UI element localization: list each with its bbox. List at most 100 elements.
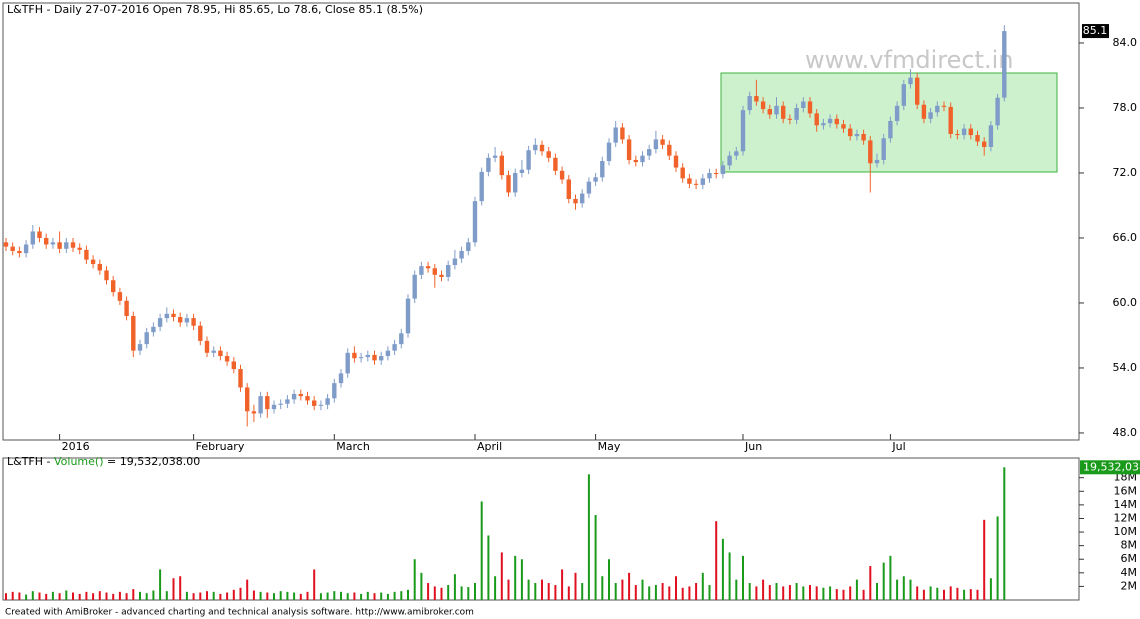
candle-body	[204, 340, 210, 353]
candle-body	[941, 105, 947, 107]
volume-bar	[246, 579, 249, 600]
volume-bar	[494, 576, 497, 600]
candle-body	[955, 133, 960, 136]
volume-bar	[708, 585, 711, 600]
y-tick-label: 10M	[1114, 525, 1138, 538]
candle-body	[151, 326, 156, 333]
volume-bar	[165, 591, 168, 600]
candle-body	[231, 361, 236, 370]
candle-body	[318, 404, 324, 406]
candle-body	[801, 101, 806, 108]
candle-body	[647, 149, 652, 156]
candle-body	[44, 237, 49, 245]
candle-body	[446, 265, 451, 277]
volume-bar	[373, 593, 376, 600]
volume-bar	[608, 559, 610, 600]
candle-body	[513, 172, 518, 193]
volume-bar	[340, 591, 342, 600]
volume-bar	[815, 586, 818, 600]
volume-bar	[882, 562, 885, 600]
candle-body	[271, 404, 277, 410]
candle-body	[760, 101, 766, 110]
volume-bar	[795, 583, 798, 600]
candle-body	[466, 242, 471, 251]
candle-body	[613, 127, 618, 143]
volume-bar	[668, 586, 671, 600]
candle-body	[385, 350, 391, 357]
volume-bar	[916, 586, 919, 600]
candle-body	[198, 325, 203, 341]
volume-bar	[105, 592, 108, 600]
volume-bar	[929, 586, 932, 600]
volume-bar	[400, 591, 403, 600]
candle-body	[747, 96, 752, 111]
volume-bar	[219, 593, 222, 600]
volume-bar	[72, 592, 74, 600]
volume-bar	[755, 586, 758, 600]
candle-body	[352, 352, 357, 359]
volume-bar	[594, 515, 597, 600]
volume-bar	[78, 593, 81, 600]
candle-body	[211, 350, 216, 353]
y-tick-label: 12M	[1114, 511, 1138, 524]
candle-body	[526, 150, 531, 170]
volume-bar	[654, 585, 657, 600]
candle-body	[781, 105, 786, 119]
candle-body	[988, 125, 994, 147]
candle-body	[700, 178, 705, 185]
candle-body	[901, 84, 906, 106]
candle-body	[399, 333, 404, 345]
volume-bar	[735, 579, 738, 600]
candle-body	[519, 169, 525, 173]
candle-body	[620, 127, 625, 140]
volume-bar	[279, 591, 282, 600]
volume-bar	[413, 559, 416, 600]
volume-bar	[949, 586, 952, 600]
candle-body	[559, 170, 565, 180]
volume-bar	[212, 591, 215, 600]
volume-bar	[527, 579, 530, 600]
volume-bar	[159, 569, 162, 600]
candle-body	[84, 249, 89, 260]
volume-bar	[802, 586, 805, 600]
volume-bar	[139, 591, 141, 600]
volume-bar	[11, 591, 14, 600]
candle-body	[332, 383, 337, 399]
candle-body	[714, 172, 719, 175]
candle-body	[687, 178, 692, 184]
volume-bar	[480, 501, 483, 600]
volume-bar	[822, 587, 825, 600]
volume-bar	[185, 591, 188, 600]
volume-bar	[487, 535, 490, 600]
x-tick-label: Jun	[744, 440, 762, 453]
volume-bar	[232, 589, 235, 600]
candle-body	[868, 140, 873, 164]
candle-body	[439, 274, 444, 277]
volume-bar	[969, 589, 972, 600]
candle-body	[539, 144, 545, 152]
volume-bar	[829, 586, 832, 600]
volume-bar	[293, 592, 296, 600]
volume-bar	[299, 593, 302, 600]
volume-bar	[172, 578, 175, 600]
volume-bar	[440, 587, 443, 600]
candle-body	[405, 298, 411, 334]
candle-body	[794, 107, 799, 120]
candle-body	[37, 231, 42, 238]
candle-body	[345, 352, 350, 374]
volume-bar	[386, 593, 389, 600]
candle-body	[754, 96, 759, 102]
volume-badge	[1080, 460, 1140, 475]
volume-bar	[862, 589, 865, 600]
candle-body	[982, 141, 987, 147]
volume-bar	[534, 583, 537, 600]
volume-bar	[474, 583, 476, 600]
volume-bar	[192, 593, 195, 600]
candle-body	[238, 369, 243, 388]
volume-bar	[762, 579, 765, 600]
volume-bar	[742, 555, 744, 600]
candle-body	[566, 179, 571, 199]
candle-body	[171, 313, 176, 318]
volume-bar	[989, 578, 992, 600]
candle-body	[64, 242, 69, 249]
